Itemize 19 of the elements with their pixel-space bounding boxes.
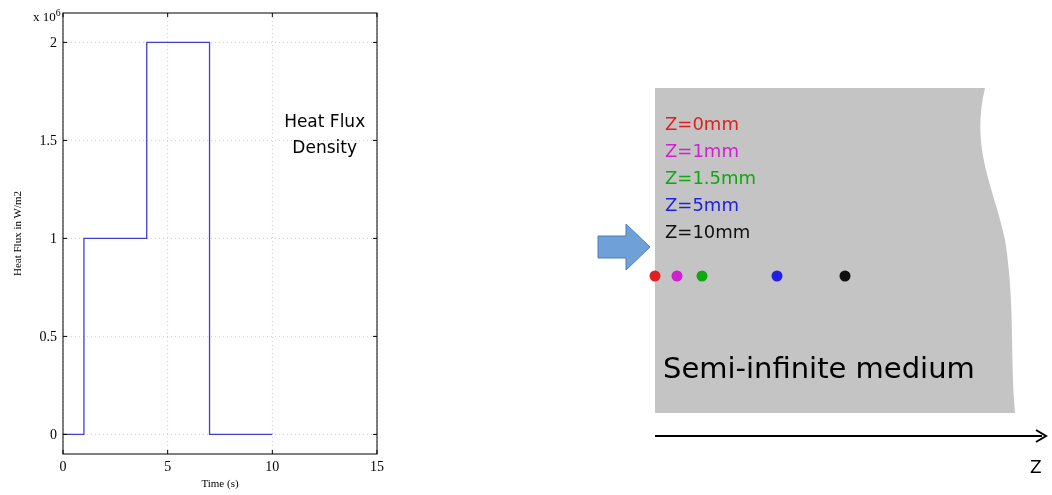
category-label: Z=10mm xyxy=(665,221,751,242)
category-label: Z=1.5mm xyxy=(665,167,757,188)
y-tick-label: 0 xyxy=(50,427,57,443)
x-tick-label: 10 xyxy=(265,459,280,474)
category-label: Z=5mm xyxy=(665,194,739,215)
x-tick-label: 15 xyxy=(370,459,384,474)
text: x 10$^{6}$ xyxy=(33,6,61,24)
x-axis-title: Time (s) xyxy=(201,477,239,490)
y-tick-label: 2 xyxy=(50,35,57,51)
y-axis-title: Heat Flux in W/m2 xyxy=(11,190,23,277)
category-label: Z=1mm xyxy=(665,140,739,161)
category-label: Z=0mm xyxy=(665,113,739,134)
text: Z xyxy=(1030,457,1042,477)
y-tick-label: 1.5 xyxy=(39,133,57,149)
x-tick-label: 5 xyxy=(164,459,172,474)
y-tick-label: 0.5 xyxy=(39,329,57,345)
y-tick-label: 1 xyxy=(50,231,57,247)
text: Semi-infinite medium xyxy=(663,351,975,385)
annotation: Heat Flux Density xyxy=(284,110,366,157)
